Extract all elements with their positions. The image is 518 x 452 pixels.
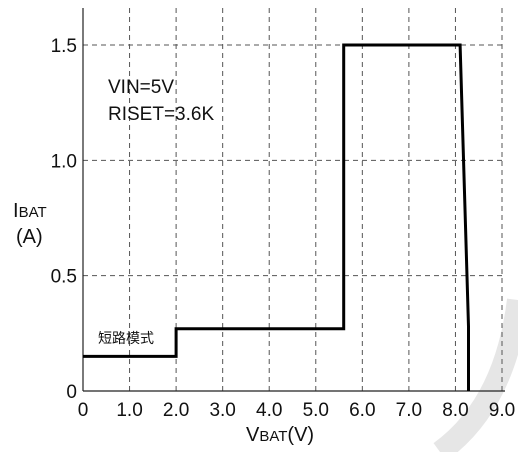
annotation-vin: VIN=5V	[108, 77, 174, 98]
x-tick-labels: 0 1.0 2.0 3.0 4.0 5.0 6.0 7.0 8.0 9.0	[78, 400, 516, 421]
grid	[83, 8, 505, 391]
y-axis-title-sub: BAT	[19, 204, 47, 221]
y-tick-label-3: 1.5	[51, 36, 77, 57]
x-axis-title-main: V	[246, 424, 260, 446]
x-tick-label-4: 4.0	[256, 400, 282, 421]
x-tick-label-0: 0	[78, 400, 89, 421]
annotation-short-circuit-mode: 短路模式	[98, 330, 154, 346]
x-tick-label-9: 9.0	[489, 400, 515, 421]
x-tick-label-1: 1.0	[116, 400, 142, 421]
x-axis-title-unit: (V)	[287, 424, 314, 446]
y-axis-title-main: I	[13, 200, 19, 222]
x-tick-label-5: 5.0	[303, 400, 329, 421]
x-tick-label-3: 3.0	[209, 400, 235, 421]
x-tick-label-7: 7.0	[396, 400, 422, 421]
x-axis-title: VBAT(V)	[246, 424, 314, 446]
watermark-arc	[433, 298, 518, 452]
series-line	[83, 43, 470, 391]
x-tick-label-8: 8.0	[442, 400, 468, 421]
annotation-riset: RISET=3.6K	[108, 104, 214, 125]
y-axis-title: IBAT	[13, 200, 47, 222]
x-tick-label-2: 2.0	[163, 400, 189, 421]
y-axis-unit: (A)	[16, 226, 43, 248]
y-tick-label-0: 0	[66, 382, 77, 403]
x-tick-label-6: 6.0	[349, 400, 375, 421]
y-tick-label-2: 1.0	[51, 151, 77, 172]
y-tick-label-1: 0.5	[51, 267, 77, 288]
y-tick-labels: 0 0.5 1.0 1.5	[51, 36, 77, 403]
x-axis-title-sub: BAT	[259, 428, 287, 445]
